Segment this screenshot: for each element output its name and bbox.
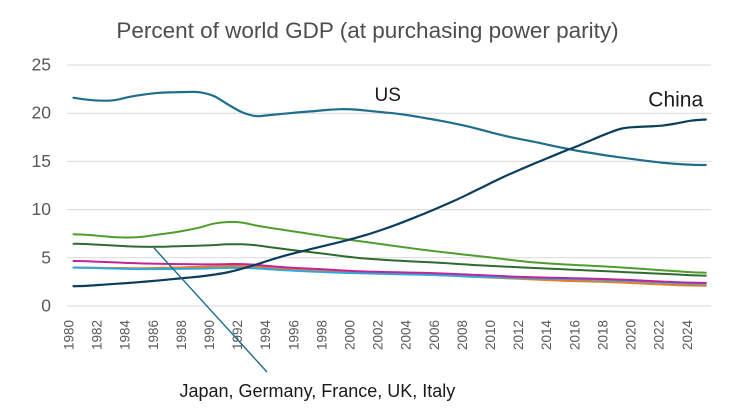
svg-text:1994: 1994 <box>258 320 273 351</box>
svg-text:1984: 1984 <box>118 320 133 351</box>
svg-text:1980: 1980 <box>62 320 77 350</box>
svg-text:1982: 1982 <box>90 320 105 350</box>
svg-text:10: 10 <box>32 199 52 219</box>
svg-text:2022: 2022 <box>652 320 667 350</box>
svg-text:US: US <box>375 85 401 106</box>
svg-text:2004: 2004 <box>399 320 414 351</box>
svg-text:2010: 2010 <box>483 320 498 350</box>
svg-text:2018: 2018 <box>595 320 610 350</box>
svg-text:2020: 2020 <box>624 320 639 350</box>
svg-text:1996: 1996 <box>286 320 301 350</box>
svg-text:China: China <box>648 89 703 112</box>
svg-text:0: 0 <box>41 296 51 316</box>
svg-text:1986: 1986 <box>146 320 161 350</box>
svg-text:2000: 2000 <box>343 320 358 350</box>
svg-text:2012: 2012 <box>511 320 526 350</box>
svg-text:2024: 2024 <box>680 320 695 351</box>
svg-text:2008: 2008 <box>455 320 470 350</box>
svg-text:1990: 1990 <box>202 320 217 350</box>
svg-text:5: 5 <box>41 247 51 267</box>
svg-text:2006: 2006 <box>427 320 442 350</box>
svg-text:2016: 2016 <box>567 320 582 350</box>
svg-text:2002: 2002 <box>371 320 386 350</box>
svg-text:1988: 1988 <box>174 320 189 350</box>
svg-text:20: 20 <box>32 103 52 123</box>
svg-text:Japan, Germany, France, UK, It: Japan, Germany, France, UK, Italy <box>180 381 456 401</box>
svg-text:25: 25 <box>32 55 51 75</box>
svg-text:15: 15 <box>32 151 51 171</box>
svg-text:1998: 1998 <box>314 320 329 350</box>
svg-text:2014: 2014 <box>539 320 554 351</box>
